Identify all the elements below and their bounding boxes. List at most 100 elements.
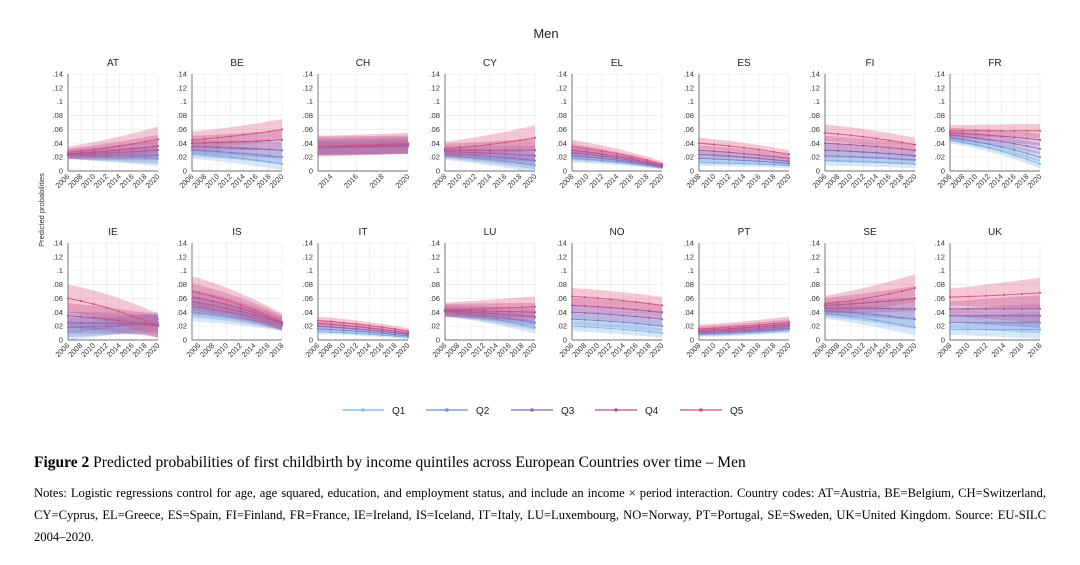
data-point-q5 <box>1026 129 1029 132</box>
x-tick-label: 2020 <box>520 341 538 359</box>
data-point-q2 <box>66 326 70 329</box>
data-point-q4 <box>901 298 904 301</box>
data-point-q5 <box>144 319 147 322</box>
data-point-q3 <box>495 312 498 315</box>
series-line-q3 <box>317 325 409 335</box>
data-point-q5 <box>787 153 791 156</box>
data-point-q3 <box>197 301 201 305</box>
data-point-q1 <box>966 328 970 331</box>
data-point-q1 <box>570 325 574 328</box>
x-tick-label: 2020 <box>393 172 411 190</box>
data-point-q1 <box>495 318 498 321</box>
y-tick-label: .12 <box>52 252 63 261</box>
data-point-q4 <box>156 144 160 148</box>
data-point-q5 <box>533 136 537 139</box>
x-tick-label: 2010 <box>699 172 717 190</box>
data-point-q2 <box>342 329 345 332</box>
data-point-q2 <box>105 153 108 157</box>
data-point-q1 <box>79 329 82 332</box>
data-point-q3 <box>105 322 108 325</box>
data-point-q3 <box>583 311 586 315</box>
panel-title: IE <box>108 227 118 238</box>
series-line-q1 <box>67 318 159 333</box>
data-point-q2 <box>473 154 477 157</box>
data-point-q3 <box>521 314 524 318</box>
data-point-q3 <box>913 307 917 310</box>
y-tick-label: .14 <box>429 70 440 79</box>
data-point-q1 <box>268 160 271 164</box>
data-point-q4 <box>92 316 95 319</box>
series-line-q2 <box>949 137 1041 158</box>
data-point-q4 <box>239 307 242 310</box>
data-point-q3 <box>368 328 371 332</box>
panel-at: AT.14.12.1.08.06.04.02020062008201020122… <box>52 58 161 190</box>
data-point-q5 <box>211 295 214 298</box>
data-point-q1 <box>156 318 160 321</box>
caption-label: Figure 2 <box>34 454 90 471</box>
data-point-q5 <box>1020 292 1024 296</box>
y-tick-label: .12 <box>809 252 820 261</box>
data-point-q4 <box>1013 136 1016 139</box>
data-point-q5 <box>443 308 447 311</box>
data-point-q5 <box>948 295 952 299</box>
data-point-q5 <box>268 130 271 133</box>
data-point-q2 <box>888 315 891 318</box>
data-point-q4 <box>823 142 827 145</box>
data-point-q4 <box>836 303 839 306</box>
panel-title: ES <box>737 58 751 69</box>
y-tick-label: .1 <box>181 97 187 106</box>
data-point-q2 <box>901 316 904 319</box>
data-point-q1 <box>742 162 746 165</box>
series-line-q3 <box>571 311 663 320</box>
y-tick-label: .08 <box>52 280 63 289</box>
x-tick-label: 2014 <box>475 172 493 190</box>
data-point-q5 <box>660 304 664 307</box>
legend-marker <box>361 408 365 412</box>
data-point-q4 <box>772 155 776 158</box>
data-point-q4 <box>742 152 746 155</box>
y-tick-label: .02 <box>429 153 440 162</box>
series-line-q5 <box>191 128 283 141</box>
data-point-q2 <box>225 310 228 314</box>
data-point-q1 <box>329 331 332 334</box>
y-tick-label: .04 <box>683 308 694 317</box>
y-tick-label: .1 <box>561 97 567 106</box>
data-point-q1 <box>488 158 492 161</box>
ci-band-q1 <box>445 151 535 173</box>
data-point-q1 <box>648 330 651 333</box>
data-point-q5 <box>131 142 134 146</box>
legend-item-q2: Q2 <box>426 406 490 417</box>
x-tick-label: 2016 <box>617 172 635 190</box>
series-line-q4 <box>444 309 536 313</box>
data-point-q2 <box>239 313 242 316</box>
x-tick-label: 2008 <box>430 172 448 190</box>
data-point-q5 <box>190 138 194 141</box>
data-point-q3 <box>1038 314 1042 317</box>
data-point-q5 <box>79 149 82 153</box>
x-tick-label: 2020 <box>900 172 918 190</box>
data-point-q2 <box>144 153 147 157</box>
series-line-q5 <box>317 142 409 147</box>
data-point-q3 <box>948 314 952 317</box>
data-point-q1 <box>901 323 904 326</box>
data-point-q2 <box>229 151 232 154</box>
x-tick-label: 2014 <box>602 172 620 190</box>
data-point-q1 <box>583 325 586 328</box>
y-tick-label: .06 <box>429 294 440 303</box>
x-tick-label: 2014 <box>989 341 1007 359</box>
ci-band-q5 <box>445 125 535 156</box>
x-tick-label: 2020 <box>520 172 538 190</box>
data-point-q3 <box>948 133 952 137</box>
data-point-q4 <box>329 323 332 326</box>
data-point-q5 <box>355 322 358 326</box>
y-tick-label: .1 <box>57 97 63 106</box>
data-point-q4 <box>901 147 904 150</box>
y-tick-label: .04 <box>429 139 440 148</box>
data-point-q4 <box>92 151 95 154</box>
data-point-q1 <box>862 160 865 163</box>
data-point-q1 <box>712 161 716 165</box>
data-point-q3 <box>533 316 537 319</box>
data-point-q2 <box>585 155 589 159</box>
data-point-q1 <box>66 330 70 333</box>
data-point-q2 <box>849 311 852 314</box>
